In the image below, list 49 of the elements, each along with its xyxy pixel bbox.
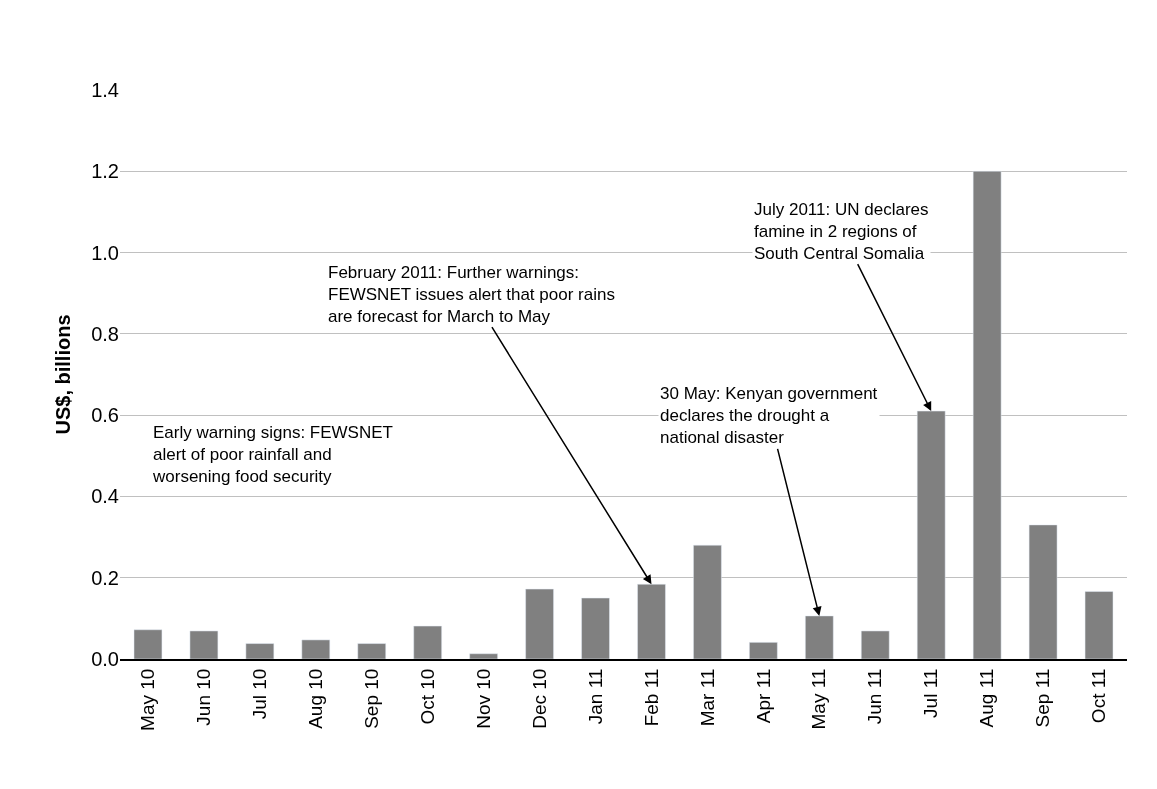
y-tick-label: 0.2 — [91, 566, 119, 589]
bar — [469, 653, 498, 659]
y-tick-label: 1.2 — [91, 160, 119, 183]
y-axis-title: US$, billions — [51, 314, 74, 435]
bar — [916, 410, 946, 659]
bar — [693, 544, 722, 659]
bar — [1028, 524, 1058, 659]
x-tick-label: Jun 10 — [193, 668, 215, 726]
bar — [189, 630, 219, 659]
annotation: July 2011: UN declares famine in 2 regions of South Central Somalia — [754, 200, 929, 264]
y-tick-label: 0.0 — [91, 648, 119, 670]
x-tick-label: Apr 11 — [752, 668, 774, 724]
x-tick-label: Sep 11 — [1032, 668, 1054, 728]
annotation: February 2011: Further warnings: FEWSNET issues alert that poor rains are forecast for March to May — [328, 263, 615, 327]
bar — [581, 597, 610, 659]
y-tick-label: 0.6 — [91, 404, 119, 427]
x-tick-label: Jul 10 — [249, 668, 271, 720]
x-tick-label: Aug 11 — [976, 668, 998, 728]
y-tick-label: 0.8 — [91, 322, 119, 345]
y-tick-label: 1.4 — [91, 79, 119, 101]
x-tick-label: Aug 10 — [304, 668, 326, 729]
x-tick-label: Dec 10 — [528, 668, 550, 729]
bar — [861, 630, 890, 659]
x-tick-label: Jan 11 — [584, 668, 606, 725]
bar — [413, 625, 442, 659]
x-tick-label: Oct 11 — [1088, 668, 1110, 724]
x-tick-label: May 11 — [808, 668, 830, 730]
x-tick-label: Sep 10 — [360, 668, 382, 729]
bar — [525, 588, 554, 659]
annotation: Early warning signs: FEWSNET alert of poor rainfall and worsening food security — [152, 423, 393, 487]
bar — [972, 171, 1002, 659]
bar — [357, 643, 386, 659]
bar — [1084, 591, 1114, 659]
y-tick-label: 0.4 — [91, 485, 119, 508]
x-tick-label: Nov 10 — [472, 668, 494, 729]
bar — [245, 643, 275, 659]
bar — [637, 583, 666, 659]
bar — [749, 642, 778, 659]
x-tick-label: Jun 11 — [864, 668, 886, 725]
bar — [133, 629, 163, 659]
bar — [301, 639, 331, 659]
y-tick-label: 1.0 — [91, 241, 119, 264]
x-tick-label: Mar 11 — [696, 668, 718, 727]
x-tick-label: May 10 — [137, 668, 159, 731]
annotation: 30 May: Kenyan government declares the drought a national disaster — [660, 384, 878, 448]
x-tick-label: Oct 10 — [416, 668, 438, 725]
x-tick-label: Feb 11 — [640, 668, 662, 727]
bar — [805, 615, 834, 659]
x-tick-label: Jul 11 — [920, 668, 942, 718]
